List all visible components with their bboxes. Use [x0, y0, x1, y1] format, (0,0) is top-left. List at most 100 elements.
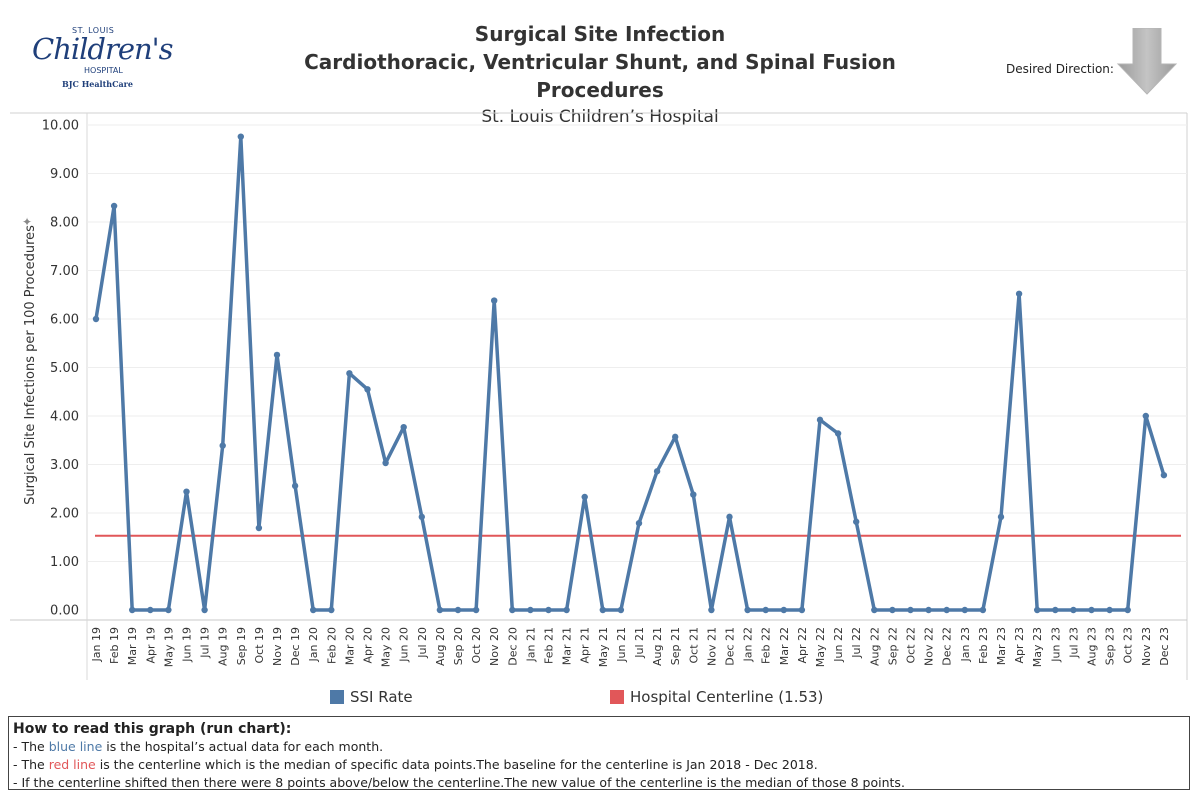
legend-swatch-centerline: [610, 690, 624, 704]
data-point: [563, 606, 570, 614]
data-point: [147, 606, 154, 614]
data-point: [1124, 606, 1131, 614]
data-point: [509, 606, 516, 614]
data-point: [527, 606, 534, 614]
y-tick-label: 3.00: [50, 458, 79, 473]
data-point: [273, 351, 281, 359]
data-point: [310, 606, 317, 614]
x-tick-label: Aug 22: [868, 627, 881, 666]
x-tick-label: Jul 19: [199, 627, 212, 659]
x-tick-label: Oct 22: [905, 627, 918, 664]
how-to-read-heading: How to read this graph (run chart):: [13, 721, 292, 737]
data-point: [617, 606, 625, 614]
data-point: [237, 133, 244, 140]
chart-organization: St. Louis Children’s Hospital: [481, 107, 719, 127]
data-point: [346, 370, 353, 377]
data-point: [997, 513, 1005, 521]
data-point: [943, 606, 950, 614]
data-point: [762, 606, 769, 614]
x-tick-label: Dec 19: [289, 627, 302, 666]
data-point: [581, 493, 588, 501]
data-point: [1015, 290, 1023, 297]
data-point: [979, 606, 987, 614]
x-tick-label: Mar 19: [126, 627, 139, 665]
grid-lines: [10, 112, 1188, 680]
x-tick-label: Nov 19: [271, 627, 284, 666]
data-point: [110, 202, 118, 210]
data-point: [418, 513, 425, 521]
chart-subtitle: Cardiothoracic, Ventricular Shunt, and S…: [304, 50, 896, 102]
x-tick-label: Aug 19: [217, 627, 230, 666]
x-tick-label: Jul 20: [416, 627, 429, 659]
x-tick-label: Feb 23: [977, 627, 990, 664]
data-point: [400, 423, 407, 431]
note-red-line-text: red line: [48, 757, 96, 772]
legend-swatch-ssi-rate: [330, 690, 344, 704]
x-tick-label: Mar 20: [343, 627, 356, 665]
data-point: [1142, 412, 1150, 420]
ssi-rate-line: [94, 134, 1166, 612]
x-tick-label: Dec 22: [941, 627, 954, 666]
x-tick-label: Oct 20: [470, 627, 483, 664]
data-point: [201, 606, 208, 614]
y-tick-label: 4.00: [50, 410, 79, 425]
data-point: [744, 606, 751, 614]
x-tick-label: Sep 19: [235, 627, 248, 665]
data-point: [454, 606, 462, 614]
y-tick-label: 7.00: [50, 264, 79, 279]
chart-title: Surgical Site Infection: [474, 22, 726, 46]
x-tick-label: Jul 23: [1067, 627, 1080, 659]
x-tick-label: Apr 21: [579, 627, 592, 664]
x-tick-label: Mar 21: [561, 627, 574, 665]
data-point: [1034, 606, 1041, 614]
data-point: [1070, 606, 1077, 614]
x-tick-label: Jun 22: [832, 627, 845, 663]
data-point: [871, 606, 878, 614]
data-point: [382, 459, 389, 467]
data-point: [219, 442, 226, 449]
data-point: [1088, 606, 1095, 614]
x-tick-label: Nov 20: [488, 627, 501, 666]
data-point: [491, 297, 498, 304]
logo-text-top: ST. LOUIS: [72, 26, 115, 35]
x-tick-label: Apr 22: [796, 627, 809, 664]
x-tick-label: Mar 22: [778, 627, 791, 665]
x-tick-label: Mar 23: [995, 627, 1008, 665]
data-point: [672, 433, 679, 441]
note-blue-line-text: blue line: [48, 739, 103, 754]
x-tick-label: Feb 20: [325, 627, 338, 664]
y-tick-label: 1.00: [50, 555, 79, 570]
how-to-read-line-3: - If the centerline shifted then there w…: [13, 775, 905, 790]
how-to-read-line-2: - The red line is the centerline which i…: [13, 756, 1185, 774]
x-tick-label: Jul 21: [633, 627, 646, 659]
data-point: [925, 606, 932, 614]
x-tick-label: Sep 22: [886, 627, 899, 665]
y-tick-label: 5.00: [50, 361, 79, 376]
hospital-logo: ST. LOUIS Children's HOSPITAL BJC Health…: [28, 24, 174, 96]
x-tick-label: Apr 23: [1013, 627, 1026, 664]
x-tick-label: Feb 19: [108, 627, 121, 664]
x-tick-label: May 20: [380, 627, 393, 667]
note-text: - The: [13, 739, 49, 754]
data-point: [780, 606, 787, 614]
logo-text-bjc: BJC HealthCare: [62, 79, 133, 89]
x-tick-label: Nov 22: [923, 627, 936, 666]
x-tick-label: Jan 21: [524, 627, 537, 662]
x-tick-label: Sep 20: [452, 627, 465, 665]
data-point: [653, 468, 661, 475]
x-tick-label: Feb 21: [543, 627, 556, 664]
desired-direction-label: Desired Direction:: [1006, 62, 1114, 76]
data-point: [599, 606, 606, 614]
x-tick-label: Dec 20: [506, 627, 519, 666]
legend-item-centerline: Hospital Centerline (1.53): [610, 688, 823, 706]
x-tick-label: Aug 21: [651, 627, 664, 666]
data-point: [1160, 471, 1168, 479]
x-tick-label: Sep 23: [1104, 627, 1117, 665]
x-tick-label: Jun 23: [1049, 627, 1062, 663]
data-point: [690, 491, 697, 498]
x-tick-label: May 19: [162, 627, 175, 667]
data-point: [853, 518, 860, 525]
x-tick-label: Jul 22: [850, 627, 863, 659]
x-tick-label: Feb 22: [760, 627, 773, 664]
y-tick-label: 2.00: [50, 507, 79, 522]
